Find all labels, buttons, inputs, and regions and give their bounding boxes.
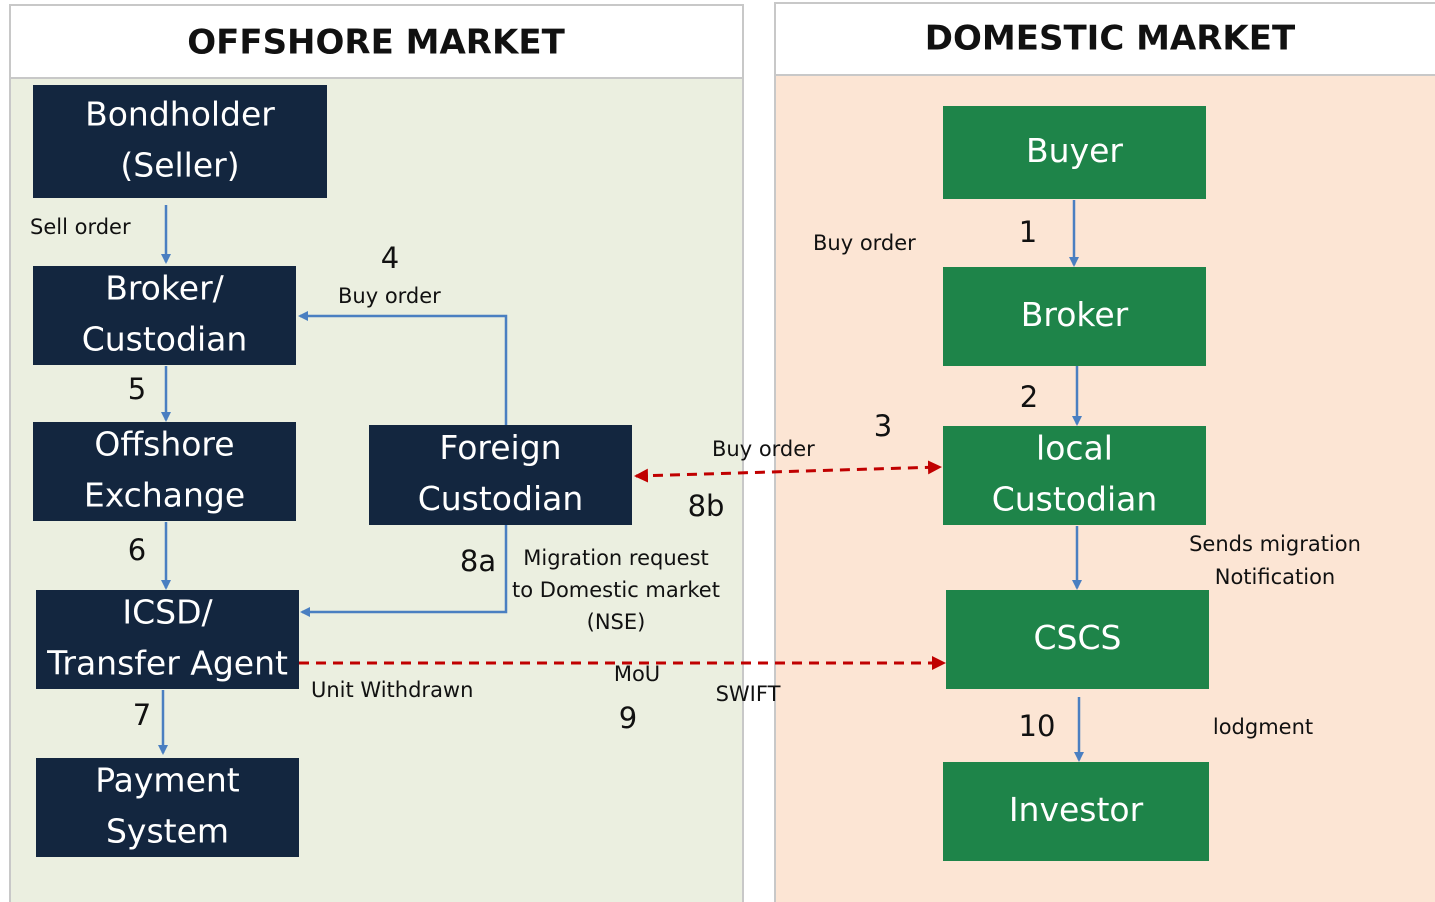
node-label: ICSD/	[122, 593, 213, 632]
edge-label: Migration request	[523, 546, 709, 570]
node-label: Offshore	[94, 425, 234, 464]
node-label: CSCS	[1034, 618, 1122, 657]
edge-label: Notification	[1215, 565, 1336, 589]
node-box	[33, 266, 296, 365]
node-box	[943, 267, 1206, 366]
node: Broker	[943, 267, 1206, 366]
node-box	[33, 422, 296, 521]
edge-label: 1	[1019, 215, 1037, 249]
node-label: Custodian	[992, 480, 1158, 519]
node-box	[946, 590, 1209, 689]
node-box	[36, 758, 299, 857]
node-label: Exchange	[84, 476, 245, 515]
node-label: Custodian	[418, 479, 584, 518]
edge-label: 3	[874, 409, 892, 443]
edge-label: 8b	[688, 489, 725, 523]
edge-label: 8a	[460, 544, 496, 578]
edge-label: Buy order	[813, 231, 916, 255]
node-box	[36, 590, 299, 689]
edge-label: 9	[619, 701, 637, 735]
node-label: System	[106, 812, 229, 851]
node-label: Broker	[1021, 295, 1129, 334]
edge-label: to Domestic market	[512, 578, 720, 602]
edge-label: 5	[128, 372, 146, 406]
offshore-header	[9, 4, 744, 79]
edge-label: SWIFT	[716, 682, 781, 706]
node-box	[943, 106, 1206, 199]
node-box	[369, 425, 632, 525]
edge-label: 7	[133, 698, 151, 732]
node-label: Broker/	[105, 269, 224, 308]
node-label: (Seller)	[120, 146, 239, 185]
node-box	[943, 762, 1209, 861]
edge-label: lodgment	[1213, 715, 1313, 739]
node: local Custodian	[943, 426, 1206, 525]
node: Payment System	[36, 758, 299, 857]
panel-title: DOMESTIC MARKET	[925, 19, 1296, 59]
edge-label: Sends migration	[1189, 532, 1361, 556]
node-label: Investor	[1009, 790, 1144, 829]
edge-label: 4	[381, 241, 399, 275]
arrows	[158, 200, 1084, 762]
node: Bondholder (Seller)	[33, 85, 327, 198]
node: Investor	[943, 762, 1209, 861]
edge-label: Unit Withdrawn	[311, 678, 473, 702]
node-label: Buyer	[1026, 131, 1123, 170]
node-box	[33, 85, 327, 198]
node-box	[943, 426, 1206, 525]
node-label: Bondholder	[85, 95, 275, 134]
edge-label: 6	[128, 533, 146, 567]
node-label: Transfer Agent	[46, 644, 288, 683]
edge-label: Buy order	[338, 284, 441, 308]
edge-label: 2	[1020, 380, 1038, 414]
node: Offshore Exchange	[33, 422, 296, 521]
node-label: Foreign	[439, 428, 561, 467]
node: Broker/Custodian	[33, 266, 296, 365]
node: Buyer	[943, 106, 1206, 199]
edge-label: Sell order	[30, 215, 131, 239]
node: CSCS	[946, 590, 1209, 689]
edge-label: (NSE)	[587, 610, 646, 634]
node: ICSD/Transfer Agent	[36, 590, 299, 689]
node-label: local	[1036, 429, 1113, 468]
domestic-header	[774, 2, 1435, 76]
edge-label: 10	[1019, 709, 1056, 743]
node-label: Custodian	[82, 320, 248, 359]
panel-title: OFFSHORE MARKET	[187, 23, 565, 63]
edge-label: MoU	[614, 662, 660, 686]
node-label: Payment	[95, 761, 240, 800]
edge-label: Buy order	[712, 437, 815, 461]
node: Foreign Custodian	[369, 425, 632, 525]
